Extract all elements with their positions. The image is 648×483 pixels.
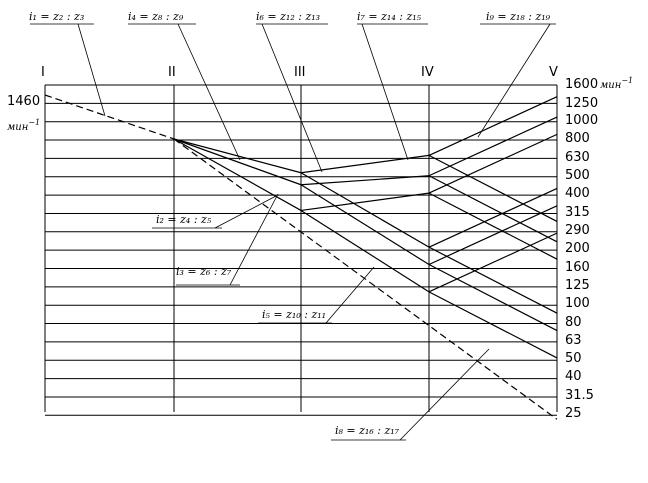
input-speed-unit-exp: −1: [28, 118, 40, 127]
ray-i7: [428, 192, 558, 260]
leader-i7: [361, 23, 409, 161]
ratio-label-i5: i₅ = z₁₀ : z₁₁: [262, 308, 326, 321]
speed-label: 1000: [565, 113, 598, 128]
ratio-label-i3: i₃ = z₆ : z₇: [176, 265, 232, 278]
speed-label: 200: [565, 241, 590, 256]
ray-i5: [300, 209, 430, 293]
ratio-label-i8: i₈ = z₁₆ : z₁₇: [335, 424, 400, 437]
ray-i6: [300, 175, 430, 186]
speed-label: 630: [565, 150, 590, 165]
ray-i6: [300, 192, 430, 212]
ray-i7: [428, 175, 558, 243]
output-speed-unit-text: мин: [600, 80, 621, 91]
speed-label: 40: [565, 369, 582, 384]
ray-i3: [173, 138, 302, 211]
speed-label: 500: [565, 168, 590, 183]
speed-labels: 1600 1250 1000 800 630 500 400 315 290 2…: [565, 77, 598, 421]
ray-i9: [428, 205, 558, 266]
ray-i9: [428, 96, 558, 156]
ray-i7: [428, 291, 558, 359]
speed-label: 80: [565, 315, 582, 330]
leader-i2: [214, 195, 277, 229]
shaft-label-5: V: [549, 65, 558, 80]
ratio-label-i1: i₁ = z₂ : z₃: [29, 10, 84, 23]
ray-i7: [428, 263, 558, 332]
ratio-label-i7: i₇ = z₁₄ : z₁₅: [357, 10, 422, 23]
speed-label: 800: [565, 131, 590, 146]
input-speed-unit-text: мин: [7, 122, 28, 133]
ratio-label-i9: i₉ = z₁₈ : z₁₉: [486, 10, 551, 23]
output-speed-unit: мин−1: [600, 76, 633, 91]
input-speed-label: 1460: [7, 94, 40, 109]
speed-label: 400: [565, 186, 590, 201]
speed-label: 125: [565, 278, 590, 293]
shaft-label-2: II: [168, 65, 176, 80]
speed-label: 315: [565, 205, 590, 220]
ray-i7: [428, 246, 558, 314]
shaft-label-3: III: [294, 65, 306, 80]
leader-i4: [177, 23, 241, 161]
leader-i6: [261, 23, 323, 173]
speed-label: 1250: [565, 96, 598, 111]
ray-i7: [428, 154, 558, 222]
ray-i9: [428, 232, 558, 293]
leader-i1: [77, 23, 106, 117]
speed-label: 290: [565, 223, 590, 238]
shaft-label-1: I: [41, 65, 45, 80]
leader-i9: [477, 23, 551, 138]
speed-label: 1600: [565, 77, 598, 92]
ray-i4: [173, 138, 302, 174]
ray-i2: [173, 138, 302, 186]
ray-i5: [300, 172, 430, 248]
speed-label: 31.5: [565, 388, 594, 403]
shaft-label-4: IV: [421, 65, 434, 80]
ratio-label-i4: i₄ = z₈ : z₉: [128, 10, 184, 23]
speed-label: 160: [565, 260, 590, 275]
ratio-label-i6: i₆ = z₁₂ : z₁₃: [256, 10, 320, 23]
label-leaders: [30, 23, 556, 441]
speed-label: 100: [565, 296, 590, 311]
leader-i3: [229, 193, 279, 286]
leader-i5: [325, 266, 375, 324]
ratio-label-i2: i₂ = z₄ : z₅: [156, 213, 212, 226]
speed-label: 25: [565, 406, 582, 421]
input-speed-unit: мин−1: [7, 118, 40, 133]
output-speed-unit-exp: −1: [621, 76, 633, 85]
transmission-rays: [44, 94, 558, 420]
ray-i9: [428, 116, 558, 177]
ray-i9: [428, 187, 558, 248]
ray-i8: [173, 138, 558, 420]
ray-i9: [428, 133, 558, 194]
leader-i8: [399, 348, 490, 441]
speed-label: 50: [565, 351, 582, 366]
ray-i1: [44, 94, 175, 140]
ray-i5: [300, 184, 430, 266]
speed-label: 63: [565, 333, 582, 348]
